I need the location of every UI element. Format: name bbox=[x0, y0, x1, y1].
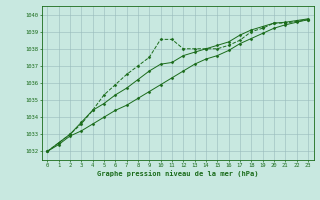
X-axis label: Graphe pression niveau de la mer (hPa): Graphe pression niveau de la mer (hPa) bbox=[97, 170, 258, 177]
